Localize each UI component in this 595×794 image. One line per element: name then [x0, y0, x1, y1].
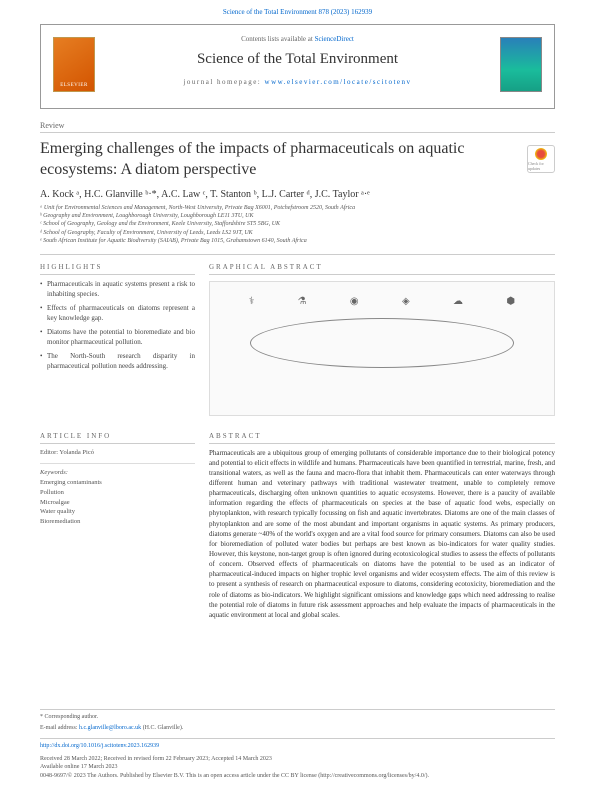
article-dates: Received 28 March 2022; Received in revi…: [40, 755, 555, 763]
sciencedirect-link[interactable]: ScienceDirect: [315, 35, 354, 43]
editor-line: Editor: Yolanda Picó: [40, 448, 195, 458]
elsevier-logo[interactable]: ELSEVIER: [53, 37, 95, 92]
check-updates-badge[interactable]: Check for updates: [527, 145, 555, 173]
highlight-item: Pharmaceuticals in aquatic systems prese…: [40, 279, 195, 300]
graphical-abstract-label: GRAPHICAL ABSTRACT: [209, 263, 555, 275]
highlight-item: The North-South research disparity in ph…: [40, 351, 195, 372]
keyword: Pollution: [40, 488, 195, 498]
affiliation: ᵇ Geography and Environment, Loughboroug…: [40, 212, 555, 220]
affiliation: ᵉ South African Institute for Aquatic Bi…: [40, 237, 555, 245]
ga-diagram: [250, 318, 513, 368]
keyword: Microalgae: [40, 498, 195, 508]
page-footer: * Corresponding author. E-mail address: …: [40, 706, 555, 780]
journal-header: ELSEVIER Contents lists available at Sci…: [40, 24, 555, 109]
graphical-abstract-figure: ⚕ ⚗ ◉ ◈ ☁ ⬢: [209, 281, 555, 416]
homepage-line: journal homepage: www.elsevier.com/locat…: [53, 78, 542, 86]
article-info: Editor: Yolanda Picó Keywords: Emerging …: [40, 448, 195, 527]
ga-icon: ⚕: [249, 296, 254, 307]
article-title: Emerging challenges of the impacts of ph…: [40, 139, 555, 181]
homepage-link[interactable]: www.elsevier.com/locate/scitotenv: [265, 78, 412, 86]
email-link[interactable]: h.c.glanville@lboro.ac.uk: [79, 725, 141, 731]
journal-title: Science of the Total Environment: [53, 51, 542, 68]
ga-icon: ⬢: [506, 296, 515, 307]
authors-list: A. Kock ᵃ, H.C. Glanville ᵇ·*, A.C. Law …: [40, 189, 555, 200]
copyright: 0048-9697/© 2023 The Authors. Published …: [40, 772, 555, 780]
available-online: Available online 17 March 2023: [40, 763, 555, 771]
highlight-item: Diatoms have the potential to bioremedia…: [40, 327, 195, 348]
abstract-label: ABSTRACT: [209, 432, 555, 444]
keywords-label: Keywords:: [40, 468, 195, 478]
journal-cover-thumbnail[interactable]: [500, 37, 542, 92]
keyword: Emerging contaminants: [40, 478, 195, 488]
publisher-name: ELSEVIER: [60, 83, 88, 88]
ga-icon: ◉: [350, 296, 359, 307]
keyword: Bioremediation: [40, 517, 195, 527]
affiliation: ᵃ Unit for Environmental Sciences and Ma…: [40, 204, 555, 212]
doi-link[interactable]: http://dx.doi.org/10.1016/j.scitotenv.20…: [40, 743, 159, 749]
keyword: Water quality: [40, 507, 195, 517]
article-info-label: ARTICLE INFO: [40, 432, 195, 444]
article-type: Review: [40, 121, 555, 130]
affiliation: ᶜ School of Geography, Geology and the E…: [40, 220, 555, 228]
affiliation: ᵈ School of Geography, Faculty of Enviro…: [40, 229, 555, 237]
highlight-item: Effects of pharmaceuticals on diatoms re…: [40, 303, 195, 324]
top-reference: Science of the Total Environment 878 (20…: [0, 0, 595, 20]
contents-line: Contents lists available at ScienceDirec…: [53, 35, 542, 43]
affiliations: ᵃ Unit for Environmental Sciences and Ma…: [40, 204, 555, 246]
email-line: E-mail address: h.c.glanville@lboro.ac.u…: [40, 724, 555, 732]
divider: [40, 132, 555, 133]
ga-icon: ◈: [402, 296, 410, 307]
corresponding-author: * Corresponding author.: [40, 713, 555, 721]
ga-icon: ⚗: [298, 296, 307, 307]
ga-icon: ☁: [453, 296, 463, 307]
divider: [40, 254, 555, 255]
abstract-text: Pharmaceuticals are a ubiquitous group o…: [209, 448, 555, 620]
highlights-list: Pharmaceuticals in aquatic systems prese…: [40, 279, 195, 372]
crossmark-icon: [535, 148, 547, 160]
highlights-label: HIGHLIGHTS: [40, 263, 195, 275]
